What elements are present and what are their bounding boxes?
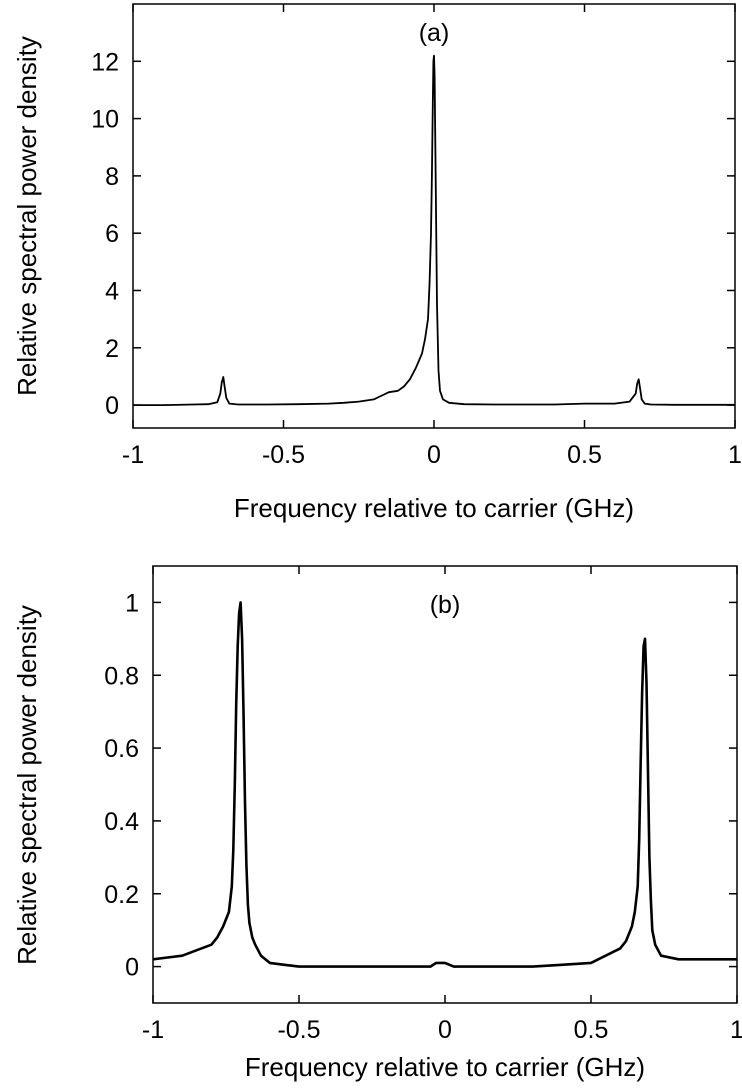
x-tick-label: 0 [438, 1016, 452, 1044]
y-tick-label: 0.6 [104, 735, 139, 763]
y-tick-label: 10 [91, 106, 119, 134]
series-line [152, 601, 737, 968]
x-tick-label: 0.5 [574, 1016, 609, 1044]
y-tick-label: 0.8 [104, 662, 139, 690]
x-tick-label: 1 [728, 441, 742, 469]
y-tick-label: 12 [91, 48, 119, 76]
x-tick-label: -0.5 [277, 1016, 320, 1044]
panel-label: (b) [430, 591, 461, 619]
series-line [133, 54, 735, 407]
x-tick-label: 0 [427, 441, 441, 469]
panel-label: (a) [419, 19, 450, 47]
x-tick-label: -1 [122, 441, 144, 469]
x-tick-label: -1 [142, 1016, 164, 1044]
y-tick-label: 6 [105, 220, 119, 248]
x-tick-label: 1 [730, 1016, 742, 1044]
y-tick-label: 0.4 [104, 808, 139, 836]
x-axis-label: Frequency relative to carrier (GHz) [245, 1052, 645, 1082]
x-tick-label: -0.5 [262, 441, 305, 469]
y-axis-label: Relative spectral power density [12, 605, 42, 965]
x-axis-label: Frequency relative to carrier (GHz) [234, 493, 634, 523]
x-tick-label: 0.5 [567, 441, 602, 469]
y-tick-label: 8 [105, 163, 119, 191]
y-tick-label: 2 [105, 335, 119, 363]
y-tick-label: 4 [105, 277, 119, 305]
y-tick-label: 1 [125, 589, 139, 617]
y-tick-label: 0.2 [104, 881, 139, 909]
y-tick-label: 0 [105, 392, 119, 420]
y-tick-label: 0 [125, 954, 139, 982]
y-axis-label: Relative spectral power density [12, 36, 42, 396]
panel-b: -1 -0.5 0 0.5 1 0 0.2 0.4 0.6 0.8 1 Frequency relat… [12, 565, 742, 1082]
